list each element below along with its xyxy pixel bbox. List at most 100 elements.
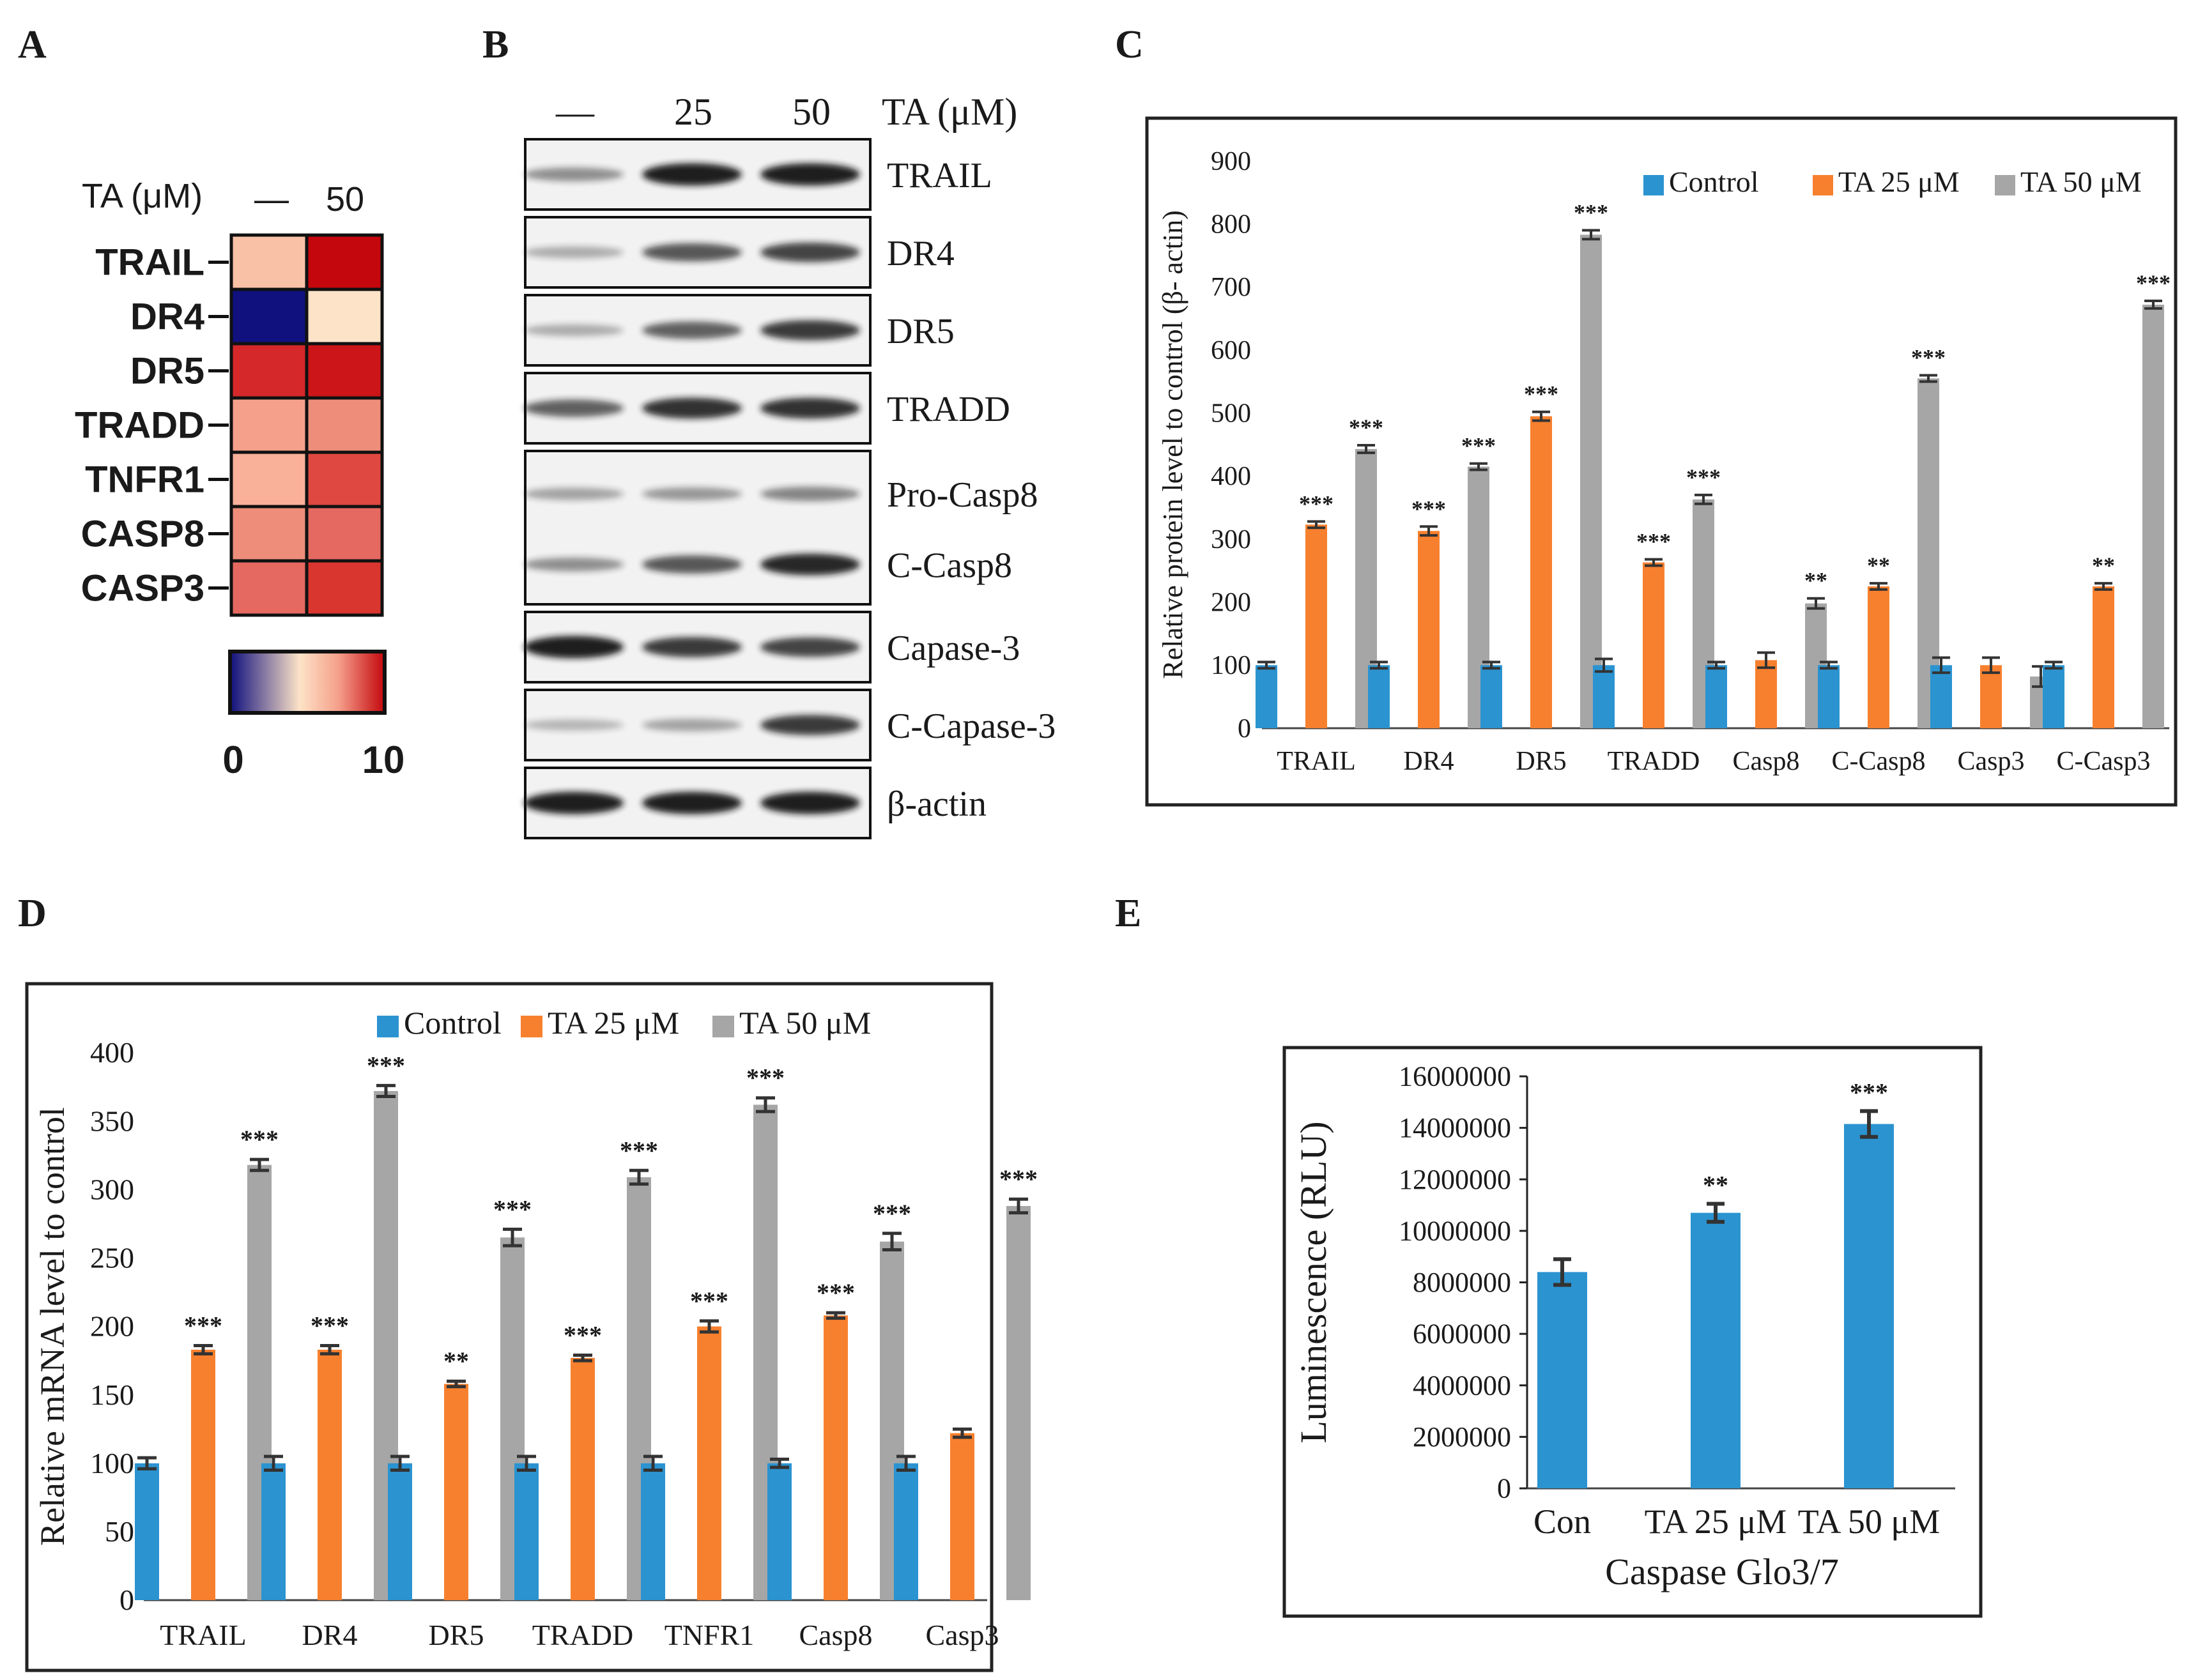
significance-trail-ta-50-m: *** <box>1349 415 1383 440</box>
blot-band-trail-lane-2 <box>642 163 742 186</box>
blot-band-dr4-lane-1 <box>524 246 624 259</box>
blot-band-c-casp8-lane-3 <box>760 553 860 576</box>
y-tick-label: 150 <box>90 1378 134 1411</box>
significance-dr5-ta-50-m: *** <box>493 1195 532 1223</box>
chart-e-frame <box>1282 1046 1983 1618</box>
chart-d: 0 50 100 150 200 250 300 350 400 Relative mRNA le… <box>33 1005 1038 1651</box>
bar-dr5-ta-25-m <box>444 1384 468 1600</box>
bar-tradd-ta-25-m <box>1643 562 1664 728</box>
y-tick-label: 600 <box>1211 336 1251 365</box>
y-tick-label: 400 <box>90 1036 134 1069</box>
bar-tnfr1-ta-25-m <box>697 1326 721 1600</box>
legend-swatch-ta-25-m <box>521 1016 542 1037</box>
blot-band-tradd-lane-1 <box>524 399 624 417</box>
bar-dr5-control <box>1480 665 1502 728</box>
legend-swatch-control <box>1643 175 1664 195</box>
y-tick-label: 250 <box>90 1242 134 1274</box>
heatmap-row-label-tradd: TRADD <box>75 405 204 447</box>
bar-trail-control <box>1256 665 1277 728</box>
blot-band-dr4-lane-3 <box>760 242 860 263</box>
x-category-label-c-casp8: C-Casp8 <box>1832 747 1926 776</box>
x-category-label-casp8: Casp8 <box>1733 747 1800 776</box>
bar-trail-ta-25-m <box>1305 524 1327 728</box>
significance-ta-25-m-caspase-glo3-7: ** <box>1703 1171 1728 1200</box>
heatmap-cell-dr4-1 <box>305 287 384 346</box>
significance-tnfr1-ta-50-m: *** <box>746 1064 785 1092</box>
blot-band-dr4-lane-2 <box>642 243 742 262</box>
heatmap-row-label-casp3: CASP3 <box>81 568 204 609</box>
blot-header-control: — <box>555 91 595 133</box>
blot-band-tradd-lane-2 <box>642 397 742 419</box>
blot-label-capase-3: Capase-3 <box>887 629 1020 668</box>
heatmap-cell-tnfr1-0 <box>229 450 309 508</box>
blot-label-trail: TRAIL <box>887 156 992 195</box>
significance-c-casp8-ta-25-m: ** <box>1867 553 1890 578</box>
panel-letter-c: C <box>1115 23 1144 66</box>
heatmap-scale-min: 0 <box>222 738 243 781</box>
blot-band-capase-3-lane-2 <box>642 637 742 657</box>
blot-band-pro-casp8-lane-3 <box>760 486 860 501</box>
x-category-label-dr4: DR4 <box>302 1619 358 1651</box>
x-category-label-ta-50-m: TA 50 μM <box>1798 1502 1941 1541</box>
x-category-label-casp8: Casp8 <box>799 1619 873 1651</box>
y-tick-label: 14000000 <box>1399 1112 1511 1143</box>
bar-dr4-ta-25-m <box>1418 531 1440 728</box>
heatmap-cell-dr4-0 <box>229 287 309 346</box>
chart-c: 0 100 200 300 400 500 600 700 800 900 Relative pro… <box>1157 147 2171 776</box>
y-tick-label: 16000000 <box>1399 1061 1511 1092</box>
significance-ta-50-m-caspase-glo3-7: *** <box>1850 1078 1888 1106</box>
significance-tradd-ta-50-m: *** <box>620 1136 658 1165</box>
y-tick-label: 200 <box>1211 588 1251 618</box>
blot-band-dr5-lane-2 <box>642 321 742 339</box>
y-axis-label: Relative mRNA level to control <box>33 1107 72 1546</box>
significance-casp8-ta-25-m: *** <box>817 1278 855 1307</box>
heatmap-cell-dr5-1 <box>305 342 384 400</box>
bar-tradd-ta-25-m <box>571 1357 595 1600</box>
legend-swatch-control <box>377 1016 399 1037</box>
y-tick-label: 0 <box>119 1584 134 1616</box>
significance-dr4-ta-50-m: *** <box>1461 433 1496 459</box>
x-category-label-casp3: Casp3 <box>926 1619 999 1651</box>
heatmap-cell-trail-1 <box>305 233 384 291</box>
legend-label-control: Control <box>404 1005 502 1041</box>
bar-ta-25-m-caspase-glo3-7 <box>1691 1212 1741 1488</box>
x-category-label-tnfr1: TNFR1 <box>665 1619 755 1651</box>
significance-trail-ta-25-m: *** <box>184 1311 222 1340</box>
y-tick-label: 300 <box>1211 525 1251 554</box>
blot-band-capase-3-lane-3 <box>760 637 860 657</box>
bar-casp8-control <box>767 1463 792 1600</box>
bar-casp3-ta-50-m <box>1006 1205 1031 1600</box>
y-tick-label: 500 <box>1211 399 1251 429</box>
legend-label-ta-25-m: TA 25 μM <box>548 1005 679 1041</box>
blot-band-c-casp8-lane-1 <box>524 557 624 572</box>
heatmap-col-label-50: 50 <box>326 180 364 218</box>
y-tick-label: 12000000 <box>1399 1164 1511 1195</box>
blot-band-pro-casp8-lane-1 <box>524 487 624 500</box>
x-category-label-tradd: TRADD <box>532 1619 633 1651</box>
bar-c-casp3-control <box>2043 665 2064 728</box>
legend-label-ta-25-m: TA 25 μM <box>1838 165 1960 198</box>
bar-casp8-control <box>1705 665 1727 728</box>
bar-con-caspase-glo3-7 <box>1537 1272 1587 1488</box>
blot-header-50: 50 <box>792 91 831 133</box>
blot-band-capase-3-lane-1 <box>524 636 624 659</box>
x-category-label-casp3: Casp3 <box>1958 747 2025 776</box>
bar-tnfr1-control <box>641 1463 665 1600</box>
blot-label-c-casp8: C-Casp8 <box>887 546 1012 586</box>
bar-trail-control <box>135 1463 159 1600</box>
y-tick-label: 10000000 <box>1399 1215 1511 1246</box>
blot-band-tradd-lane-3 <box>760 397 860 419</box>
bar-c-casp3-ta-50-m <box>2142 304 2164 729</box>
heatmap-color-scale <box>228 650 387 715</box>
y-tick-label: 100 <box>90 1447 134 1479</box>
heatmap-panel: TA (μM) — 50 TRAIL DR4 DR5 TRADD TNFR1 CASP8 C… <box>75 177 404 781</box>
bar-casp3-ta-25-m <box>950 1433 974 1600</box>
y-tick-label: 8000000 <box>1413 1267 1511 1298</box>
bar-casp8-ta-25-m <box>824 1315 848 1600</box>
y-tick-label: 300 <box>90 1173 134 1205</box>
x-category-label-con: Con <box>1533 1502 1591 1541</box>
significance-c-casp8-ta-50-m: *** <box>1911 344 1946 370</box>
bar-c-casp3-ta-25-m <box>2093 586 2114 728</box>
chart-c-frame <box>1145 116 2178 807</box>
